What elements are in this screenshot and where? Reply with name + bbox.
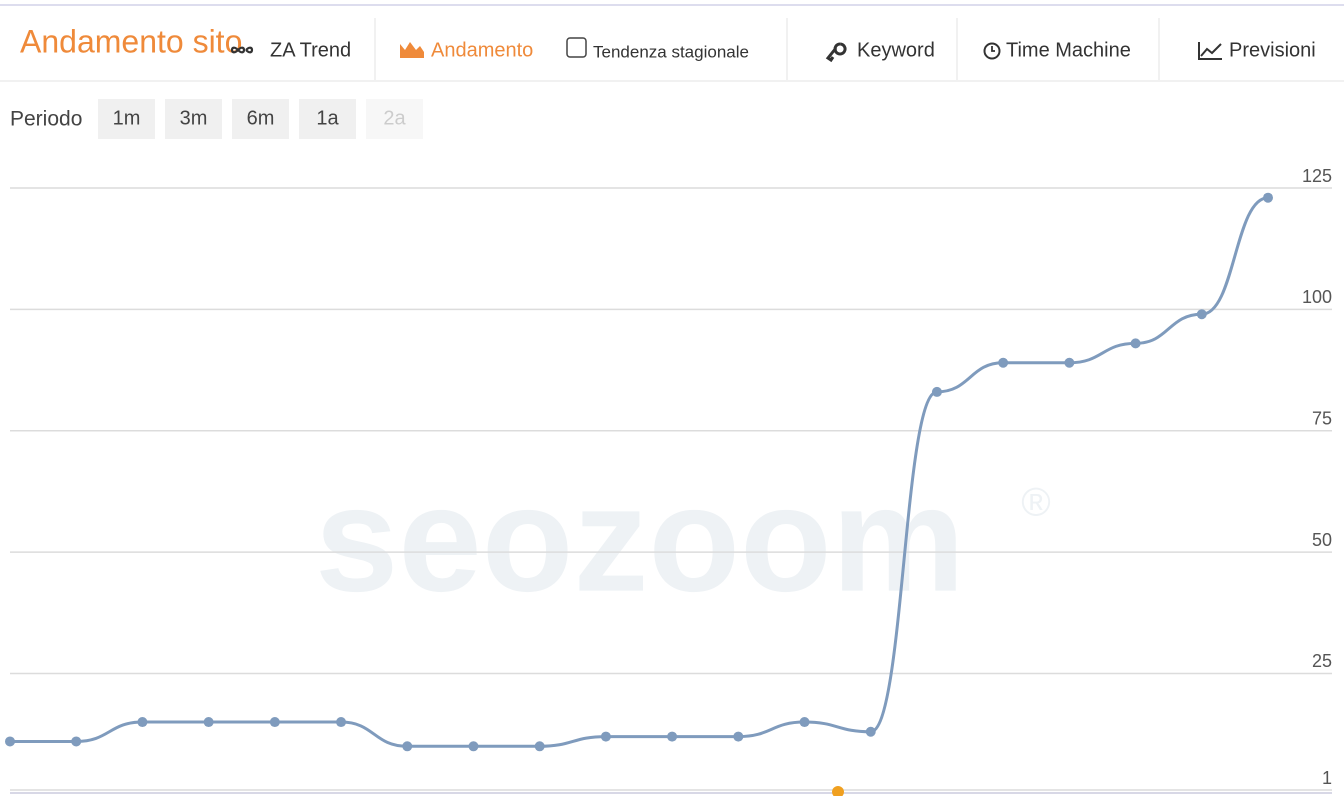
button-bg (299, 99, 356, 139)
button-label: 1a (316, 107, 339, 129)
tab-label: ZA Trend (270, 39, 351, 61)
checkbox[interactable] (566, 37, 587, 58)
tab-andamento[interactable]: Andamento (400, 39, 533, 61)
y-tick-label: 50 (1312, 530, 1332, 550)
watermark-mark: ® (1021, 481, 1050, 525)
data-point (799, 717, 810, 728)
data-point (600, 731, 611, 742)
button-bg (98, 99, 155, 139)
checkbox-stagionale[interactable]: Tendenza stagionale (566, 37, 749, 61)
period-label: Periodo (10, 108, 82, 131)
icon (991, 46, 995, 52)
watermark: seozoom (315, 455, 965, 623)
icon (400, 42, 424, 58)
event-marker (832, 786, 844, 796)
button-bg (366, 99, 423, 139)
period-button[interactable]: 1m (98, 99, 155, 139)
button-label: 3m (180, 107, 208, 129)
data-point (865, 726, 876, 737)
page-title: Andamento sito (20, 23, 242, 59)
tab-label: Keyword (857, 39, 935, 61)
data-point (5, 736, 15, 747)
y-tick-label: 25 (1312, 651, 1332, 671)
button-label: 1m (113, 107, 141, 129)
data-point (402, 741, 413, 752)
data-point (1064, 357, 1075, 368)
button-bg (165, 99, 222, 139)
y-tick-label: 125 (1302, 166, 1332, 186)
tab-label: Time Machine (1006, 39, 1131, 61)
tab-label: Andamento (431, 39, 533, 61)
tab-keyword[interactable]: Keyword (825, 39, 935, 63)
data-point (71, 736, 82, 747)
data-point (998, 357, 1009, 368)
separators (374, 18, 1160, 80)
icon (825, 42, 847, 63)
period-buttons: 1m 3m 6m 1a 2a (98, 99, 423, 139)
tab-previsioni[interactable]: Previsioni (1198, 39, 1316, 61)
data-point (667, 731, 678, 742)
period-button[interactable]: 6m (232, 99, 289, 139)
icon (230, 46, 254, 54)
data-point (269, 717, 280, 728)
button-label: 2a (383, 107, 406, 129)
data-point (1263, 192, 1273, 203)
y-tick-label: 1 (1322, 768, 1332, 788)
tab-label: Previsioni (1229, 39, 1316, 61)
checkbox-label: Tendenza stagionale (593, 42, 749, 61)
button-bg (232, 99, 289, 139)
data-point (733, 731, 744, 742)
data-point (534, 741, 545, 752)
data-point (336, 717, 347, 728)
icon (983, 42, 1001, 60)
period-button[interactable]: 3m (165, 99, 222, 139)
data-point (1130, 338, 1141, 349)
button-label: 6m (247, 107, 275, 129)
data-point (1196, 309, 1207, 320)
data-point (137, 717, 148, 728)
y-tick-label: 100 (1302, 287, 1332, 307)
tab-time-machine[interactable]: Time Machine (983, 39, 1131, 61)
period-button: 2a (366, 99, 423, 139)
tab-za-trend[interactable]: ZA Trend (230, 39, 351, 61)
data-point (468, 741, 479, 752)
icon (1198, 42, 1222, 60)
data-point (203, 717, 214, 728)
y-tick-label: 75 (1312, 408, 1332, 428)
data-point (931, 386, 942, 397)
period-button[interactable]: 1a (299, 99, 356, 139)
